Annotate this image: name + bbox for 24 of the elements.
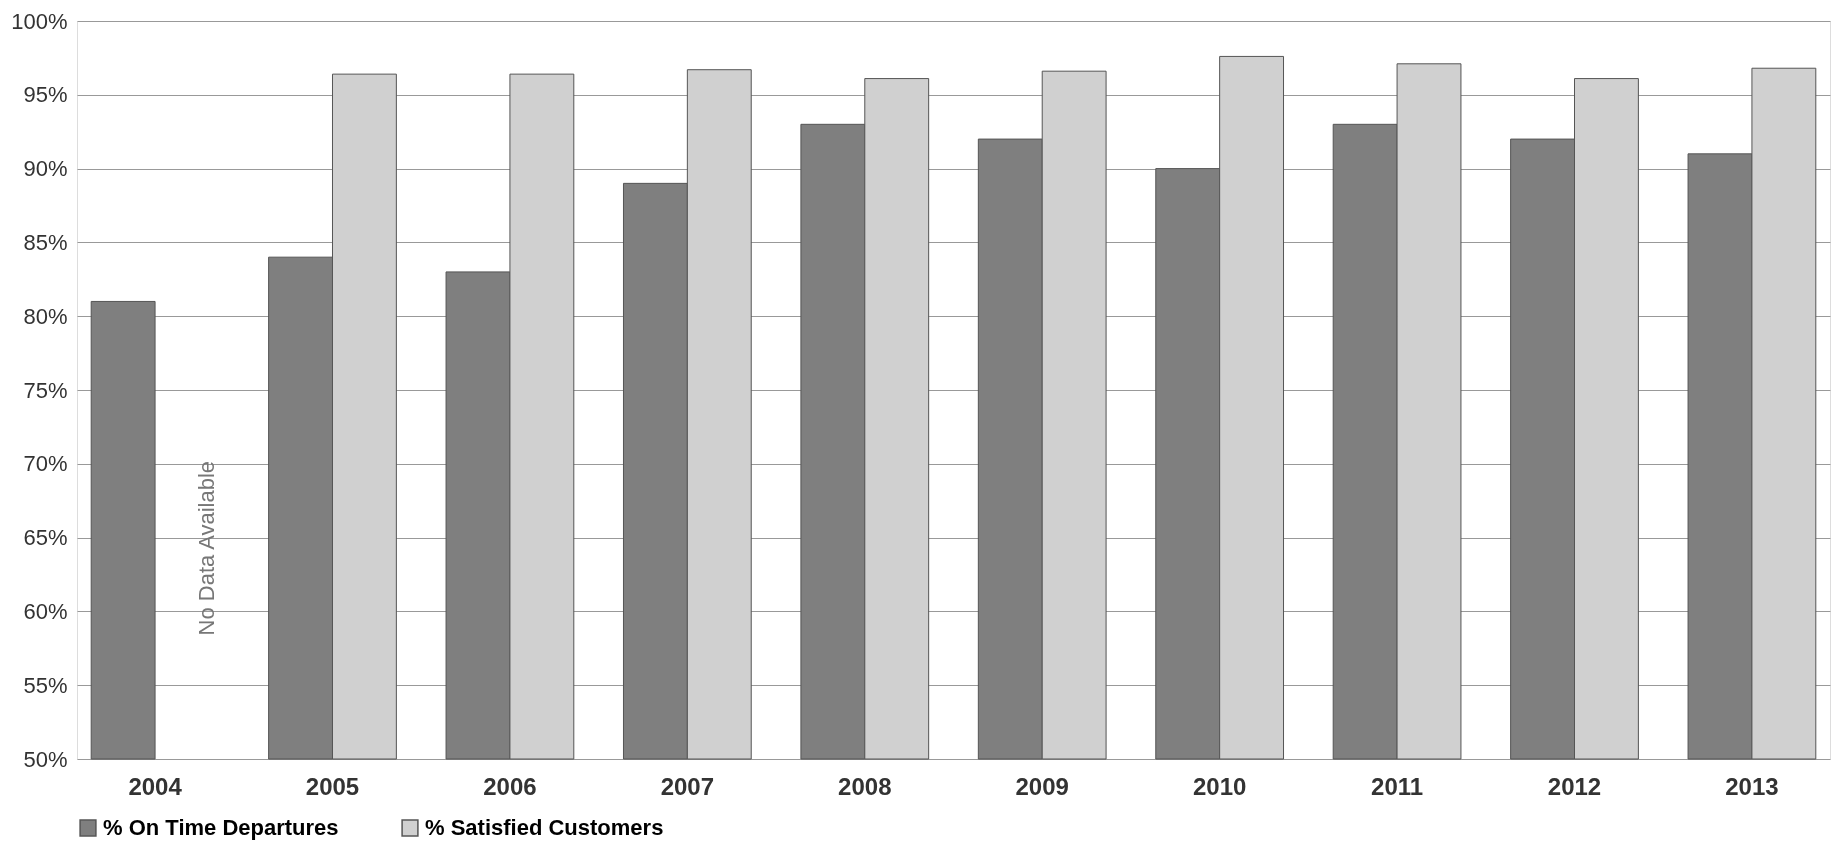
x-tick-label: 2013 (1725, 772, 1779, 800)
y-tick-label: 80% (23, 303, 68, 329)
y-tick-label: 75% (23, 377, 68, 403)
y-tick-label: 90% (23, 156, 68, 182)
annotation: No Data Available (194, 460, 220, 636)
y-tick-label: 65% (23, 525, 68, 551)
y-tick-label: 100% (11, 8, 68, 34)
x-tick-label: 2010 (1192, 772, 1247, 800)
x-tick-label: 2006 (483, 772, 537, 800)
y-tick-label: 85% (23, 229, 68, 255)
legend-label: % Satisfied Customers (425, 815, 664, 840)
x-tick-label: 2012 (1547, 772, 1602, 800)
x-tick-label: 2005 (305, 772, 360, 800)
y-tick-label: 55% (23, 672, 68, 698)
y-tick-label: 95% (23, 82, 68, 108)
legend-label: % On Time Departures (103, 815, 339, 840)
x-tick-label: 2008 (838, 772, 892, 800)
y-tick-label: 60% (23, 598, 68, 624)
x-tick-label: 2004 (128, 772, 183, 800)
x-tick-label: 2009 (1015, 772, 1069, 800)
y-tick-label: 50% (23, 746, 68, 772)
y-tick-label: 70% (23, 451, 68, 477)
x-tick-label: 2007 (660, 772, 715, 800)
x-tick-label: 2011 (1371, 772, 1424, 800)
